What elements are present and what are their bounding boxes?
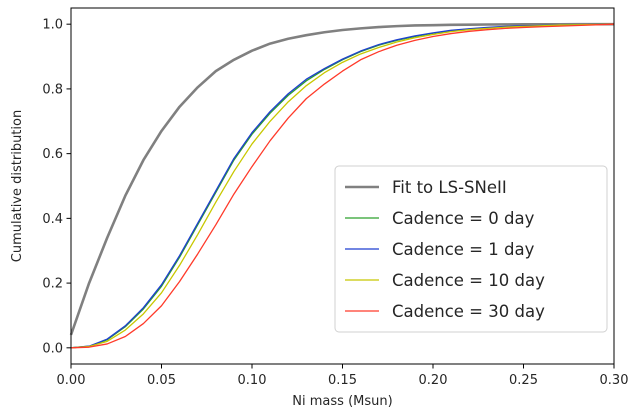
x-tick-label: 0.30 xyxy=(600,373,629,388)
legend-entry-label: Fit to LS-SNeII xyxy=(392,178,507,197)
y-tick-label: 1.0 xyxy=(42,18,63,33)
legend: Fit to LS-SNeII Cadence = 0 day Cadence = … xyxy=(334,165,608,333)
x-tick-label: 0.20 xyxy=(419,373,448,388)
x-tick-label: 0.10 xyxy=(238,373,267,388)
x-tick-label: 0.00 xyxy=(57,373,86,388)
legend-entry-label: Cadence = 0 day xyxy=(392,209,535,228)
y-tick-label: 0.6 xyxy=(42,147,63,162)
x-axis-label: Ni mass (Msun) xyxy=(292,394,392,409)
x-tick-label: 0.25 xyxy=(509,373,538,388)
plot-lines xyxy=(69,22,615,349)
y-axis-label: Cumulative distribution xyxy=(10,110,25,262)
legend-entry-label: Cadence = 10 day xyxy=(392,271,545,290)
y-tick-label: 0.2 xyxy=(42,277,63,292)
series-line-0 xyxy=(69,22,615,336)
x-axis: 0.00 0.05 0.10 0.15 0.20 0.25 0.30 xyxy=(57,364,629,388)
y-tick-label: 0.4 xyxy=(42,212,63,227)
series-line-4 xyxy=(70,23,615,349)
legend-entry-label: Cadence = 1 day xyxy=(392,240,535,259)
x-tick-label: 0.15 xyxy=(328,373,357,388)
x-tick-label: 0.05 xyxy=(147,373,176,388)
legend-entry-label: Cadence = 30 day xyxy=(392,302,545,321)
series-line-3 xyxy=(70,23,615,349)
legend-box xyxy=(334,165,608,333)
y-tick-label: 0.8 xyxy=(42,82,63,97)
y-tick-label: 0.0 xyxy=(42,341,63,356)
y-axis: 0.0 0.2 0.4 0.6 0.8 1.0 xyxy=(42,18,71,356)
